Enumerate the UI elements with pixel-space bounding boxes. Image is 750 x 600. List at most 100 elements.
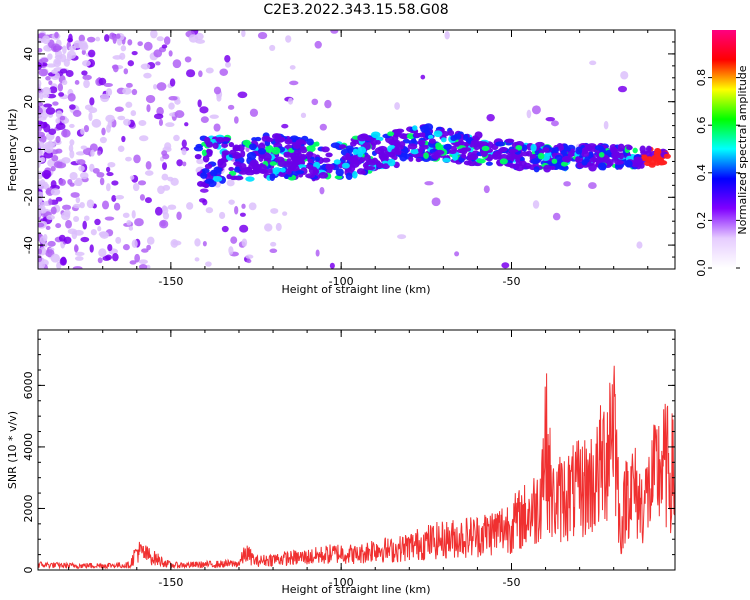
spectrogram-signal-blob xyxy=(293,156,302,163)
spectrogram-noise-blob xyxy=(99,177,105,186)
spectrogram-signal-blob xyxy=(533,166,540,173)
spectrogram-signal-blob xyxy=(299,146,307,151)
spectrogram-signal-blob xyxy=(232,144,241,152)
spectrogram-noise-blob xyxy=(49,86,58,94)
spectrogram-noise-blob xyxy=(181,148,187,156)
spectrogram-signal-blob xyxy=(370,131,381,139)
spectrogram-signal-blob xyxy=(663,153,671,159)
spectrogram-signal-blob xyxy=(567,151,574,158)
spectrogram-noise-blob xyxy=(168,102,175,110)
spectrogram-signal-blob xyxy=(442,157,451,163)
spectrogram-noise-blob xyxy=(122,244,130,251)
spectrogram-noise-blob xyxy=(324,99,332,109)
spectrogram-noise-blob xyxy=(125,101,133,108)
snr-x-tick-label: -50 xyxy=(503,576,521,589)
spectrogram-noise-blob xyxy=(38,149,44,157)
spectrogram-noise-blob xyxy=(138,264,148,269)
spectrogram-noise-blob xyxy=(618,85,627,93)
spectrogram-signal-blob xyxy=(201,149,208,157)
spectrogram-noise-blob xyxy=(59,115,66,121)
spectrogram-noise-blob xyxy=(329,262,335,269)
spectrogram-signal-blob xyxy=(480,150,488,158)
spectrogram-signal-blob xyxy=(345,152,351,161)
spectrogram-noise-blob xyxy=(167,176,174,182)
spectrogram-signal-blob xyxy=(575,146,583,155)
spectrogram-noise-blob xyxy=(67,37,74,43)
spectrogram-noise-blob xyxy=(53,161,63,169)
spectrogram-signal-blob xyxy=(560,149,567,156)
spectrogram-noise-blob xyxy=(185,69,196,78)
spectrogram-signal-blob xyxy=(251,137,258,142)
spectrogram-x-tick-label: -150 xyxy=(158,275,183,288)
spectrogram-noise-blob xyxy=(551,120,559,127)
spectrogram-noise-blob xyxy=(150,30,158,39)
spectrogram-signal-blob xyxy=(264,145,274,153)
spectrogram-noise-blob xyxy=(139,194,145,201)
spectrogram-image xyxy=(38,30,671,269)
spectrogram-noise-blob xyxy=(563,181,571,187)
spectrogram-signal-blob xyxy=(561,155,572,163)
spectrogram-noise-blob xyxy=(80,236,90,243)
spectrogram-noise-blob xyxy=(552,212,561,221)
spectrogram-signal-blob xyxy=(554,154,563,162)
spectrogram-noise-blob xyxy=(67,93,76,102)
spectrogram-noise-blob xyxy=(137,180,147,186)
spectrogram-noise-blob xyxy=(60,256,67,265)
spectrogram-signal-blob xyxy=(645,145,652,153)
spectrogram-signal-blob xyxy=(245,176,255,182)
spectrogram-signal-blob xyxy=(466,154,473,161)
spectrogram-noise-blob xyxy=(115,236,122,244)
spectrogram-noise-blob xyxy=(153,83,158,90)
spectrogram-noise-blob xyxy=(46,214,55,220)
spectrogram-signal-blob xyxy=(356,168,365,175)
spectrogram-signal-blob xyxy=(440,137,447,143)
spectrogram-noise-blob xyxy=(198,70,203,78)
spectrogram-noise-blob xyxy=(63,236,72,244)
spectrogram-noise-blob xyxy=(314,40,322,49)
spectrogram-noise-blob xyxy=(112,64,119,73)
spectrogram-noise-blob xyxy=(224,54,231,63)
colorbar-tick-label: 0.0 xyxy=(695,259,708,277)
spectrogram-signal-blob xyxy=(295,170,305,175)
spectrogram-noise-blob xyxy=(168,95,178,101)
spectrogram-noise-blob xyxy=(246,258,252,264)
spectrogram-noise-blob xyxy=(228,199,235,205)
spectrogram-noise-blob xyxy=(105,183,111,192)
spectrogram-noise-blob xyxy=(104,216,115,221)
spectrogram-noise-blob xyxy=(234,205,239,215)
spectrogram-noise-blob xyxy=(221,225,229,233)
spectrogram-noise-blob xyxy=(74,256,84,261)
spectrogram-signal-blob xyxy=(494,150,502,156)
spectrogram-noise-blob xyxy=(59,68,68,74)
spectrogram-noise-blob xyxy=(78,34,85,43)
spectrogram-noise-blob xyxy=(486,113,495,122)
spectrogram-noise-blob xyxy=(269,44,276,51)
spectrogram-noise-blob xyxy=(121,135,126,143)
spectrogram-noise-blob xyxy=(269,248,278,254)
spectrogram-noise-blob xyxy=(186,202,194,210)
spectrogram-noise-blob xyxy=(82,60,91,67)
spectrogram-noise-blob xyxy=(620,70,629,80)
spectrogram-signal-blob xyxy=(258,164,268,172)
spectrogram-noise-blob xyxy=(205,67,214,74)
spectrogram-signal-blob xyxy=(417,140,426,146)
spectrogram-signal-blob xyxy=(352,171,358,179)
spectrogram-signal-blob xyxy=(286,167,292,175)
spectrogram-signal-blob xyxy=(233,161,242,167)
spectrogram-noise-blob xyxy=(117,115,126,121)
spectrogram-signal-blob xyxy=(407,143,418,150)
spectrogram-noise-blob xyxy=(97,257,103,264)
spectrogram-signal-blob xyxy=(542,147,550,153)
spectrogram-noise-blob xyxy=(146,104,151,113)
spectrogram-noise-blob xyxy=(62,45,67,54)
spectrogram-signal-blob xyxy=(463,133,469,141)
spectrogram-signal-blob xyxy=(359,157,366,163)
spectrogram-noise-blob xyxy=(531,105,541,115)
spectrogram-noise-blob xyxy=(55,122,66,131)
spectrogram-noise-blob xyxy=(241,203,246,209)
spectrogram-signal-blob xyxy=(594,144,604,151)
spectrogram-noise-blob xyxy=(88,112,93,121)
spectrogram-noise-blob xyxy=(248,202,257,211)
spectrogram-noise-blob xyxy=(78,165,85,172)
spectrogram-signal-blob xyxy=(523,162,532,170)
